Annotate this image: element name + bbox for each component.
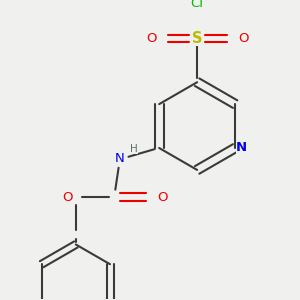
Text: O: O bbox=[62, 191, 72, 204]
Text: Cl: Cl bbox=[190, 0, 204, 10]
Text: O: O bbox=[157, 191, 168, 204]
Text: N: N bbox=[236, 142, 247, 154]
Text: O: O bbox=[238, 32, 248, 45]
Text: N: N bbox=[115, 152, 124, 166]
Text: H: H bbox=[130, 144, 138, 154]
Text: O: O bbox=[146, 32, 156, 45]
Text: S: S bbox=[192, 31, 202, 46]
